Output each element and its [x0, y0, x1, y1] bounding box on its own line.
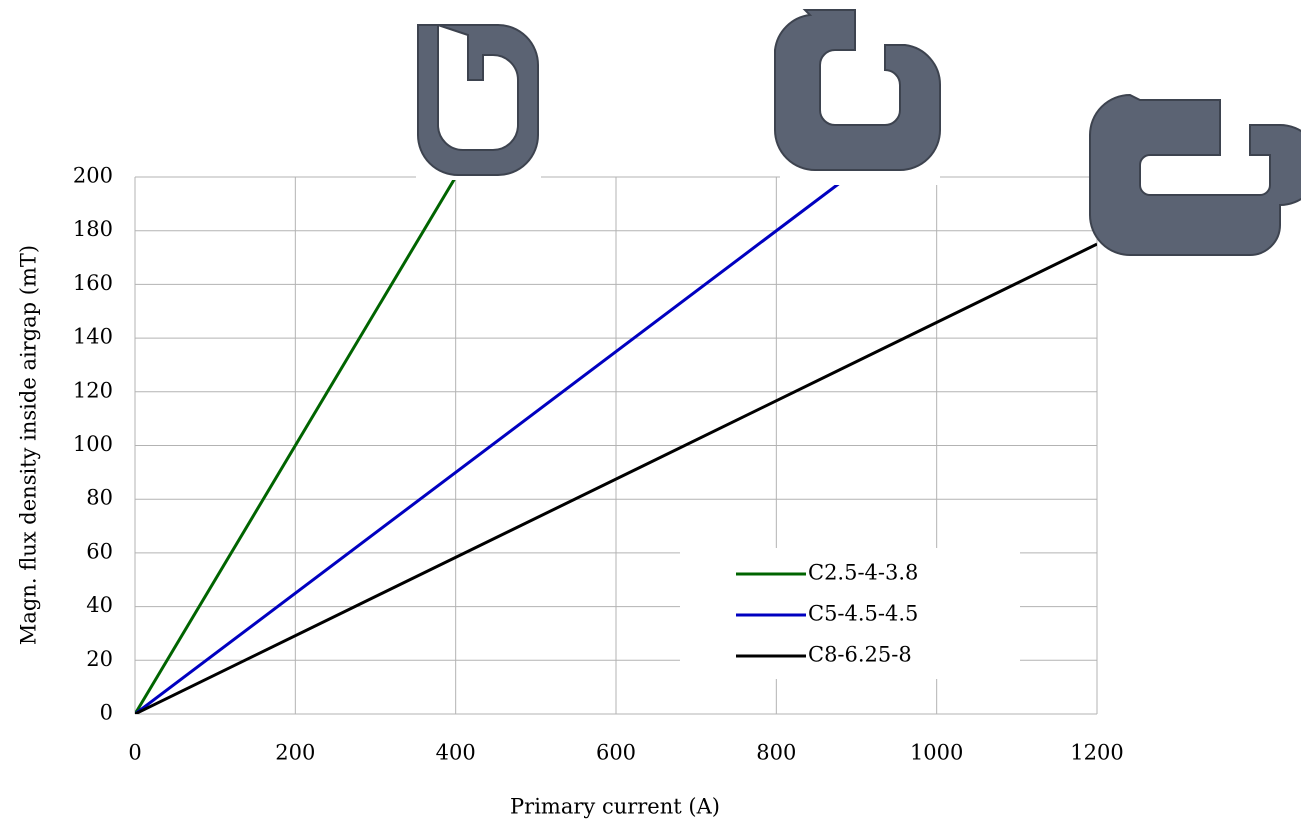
legend: C2.5-4-3.8 C5-4.5-4.5 C8-6.25-8	[680, 548, 1020, 679]
x-tick-label: 600	[596, 741, 636, 765]
y-tick-label: 180	[73, 217, 113, 241]
x-tick-label: 800	[756, 741, 796, 765]
x-axis-label: Primary current (A)	[510, 795, 720, 819]
page: {"chart_data": {"type": "line", "x_label…	[0, 0, 1301, 825]
y-tick-label: 200	[73, 164, 113, 188]
chart: 0 20 40 60 80 100 120 140 160 180 200 0 200 400 600 800…	[0, 0, 1301, 825]
y-tick-label: 100	[73, 432, 113, 456]
x-tick-label: 400	[436, 741, 476, 765]
y-tick-label: 20	[86, 647, 113, 671]
x-tick-label: 1200	[1070, 741, 1123, 765]
core-image	[416, 15, 541, 180]
y-axis-label: Magn. flux density inside airgap (mT)	[17, 245, 41, 645]
y-tick-label: 160	[73, 271, 113, 295]
core-images	[416, 0, 1301, 285]
y-tick-label: 0	[100, 701, 113, 725]
y-tick-label: 60	[86, 539, 113, 563]
x-tick-label: 1000	[910, 741, 963, 765]
y-tick-label: 140	[73, 325, 113, 349]
legend-label: C2.5-4-3.8	[808, 561, 918, 585]
y-tick-label: 80	[86, 486, 113, 510]
legend-label: C8-6.25-8	[808, 643, 912, 667]
core-image	[1090, 85, 1301, 285]
y-tick-label: 40	[86, 593, 113, 617]
y-tick-label: 120	[73, 378, 113, 402]
x-tick-label: 0	[128, 741, 141, 765]
x-tick-label: 200	[275, 741, 315, 765]
legend-label: C5-4.5-4.5	[808, 602, 918, 626]
core-image	[775, 0, 940, 185]
